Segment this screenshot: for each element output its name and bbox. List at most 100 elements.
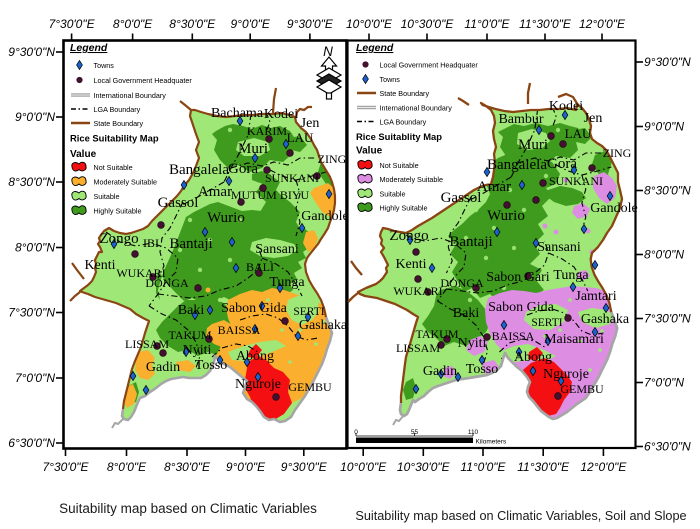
svg-text:Rice Suitablity Map: Rice Suitablity Map	[356, 131, 442, 142]
svg-text:8°0'0"E: 8°0'0"E	[107, 460, 147, 474]
svg-text:Nyiti: Nyiti	[183, 343, 212, 358]
svg-text:Wurio: Wurio	[487, 208, 525, 224]
svg-text:Kilometers: Kilometers	[476, 439, 507, 446]
svg-text:Suitable: Suitable	[94, 192, 120, 201]
svg-text:Kenti: Kenti	[395, 257, 426, 272]
svg-text:Baki: Baki	[178, 303, 205, 318]
svg-text:Jamtari: Jamtari	[575, 289, 616, 304]
svg-text:Gadin: Gadin	[146, 360, 180, 375]
svg-text:12°0'0"E: 12°0'0"E	[580, 460, 627, 474]
svg-text:7°30'0"N: 7°30'0"N	[8, 306, 55, 320]
svg-text:Nguroje: Nguroje	[543, 367, 589, 382]
svg-text:N: N	[323, 44, 333, 59]
svg-text:LAU: LAU	[565, 126, 592, 141]
svg-text:Gadin: Gadin	[423, 364, 457, 379]
svg-text:Gora: Gora	[228, 161, 258, 177]
svg-text:10°30'0"E: 10°30'0"E	[401, 17, 455, 31]
svg-text:State Boundary: State Boundary	[94, 119, 144, 128]
svg-text:Gashaka: Gashaka	[581, 312, 630, 327]
svg-text:DONGA: DONGA	[440, 276, 484, 290]
svg-text:LISSAM: LISSAM	[396, 341, 440, 355]
svg-text:LGA Boundary: LGA Boundary	[380, 118, 427, 127]
svg-text:7°0'0"N: 7°0'0"N	[644, 376, 684, 390]
svg-text:Tosso: Tosso	[466, 362, 498, 377]
svg-text:11°30'0"E: 11°30'0"E	[519, 17, 572, 31]
svg-text:Bantaji: Bantaji	[449, 234, 492, 250]
svg-text:9°0'0"E: 9°0'0"E	[226, 460, 266, 474]
svg-text:Tunga: Tunga	[553, 268, 589, 283]
svg-text:SERTI: SERTI	[293, 306, 324, 318]
svg-text:Bangalela: Bangalela	[487, 157, 547, 173]
svg-text:Towns: Towns	[380, 75, 401, 84]
svg-text:110: 110	[468, 429, 479, 436]
svg-text:9°30'0"N: 9°30'0"N	[644, 55, 691, 69]
svg-text:LISSAM: LISSAM	[125, 337, 169, 351]
svg-text:Nyiti: Nyiti	[458, 336, 487, 351]
svg-text:Legend: Legend	[356, 42, 394, 54]
svg-text:Highly Suitable: Highly Suitable	[380, 204, 428, 213]
svg-text:8°30'0"E: 8°30'0"E	[164, 460, 211, 474]
svg-text:BAISSA: BAISSA	[492, 329, 535, 343]
svg-text:Local Government Headquater: Local Government Headquater	[94, 76, 193, 85]
svg-text:Nguroje: Nguroje	[235, 377, 281, 392]
svg-text:BALI: BALI	[246, 260, 274, 274]
svg-text:Value: Value	[70, 149, 97, 160]
svg-text:11°0'0"E: 11°0'0"E	[460, 460, 506, 474]
svg-text:9°30'0"N: 9°30'0"N	[8, 45, 55, 59]
svg-text:Gassol: Gassol	[158, 195, 199, 211]
svg-text:Maisamari: Maisamari	[544, 332, 604, 347]
svg-text:7°30'0"E: 7°30'0"E	[42, 460, 89, 474]
svg-text:LGA Boundary: LGA Boundary	[94, 105, 141, 114]
svg-text:Gora: Gora	[547, 156, 577, 172]
svg-text:8°30'0"N: 8°30'0"N	[8, 175, 55, 189]
svg-text:GEMBU: GEMBU	[560, 382, 604, 396]
svg-text:12°0'0"E: 12°0'0"E	[579, 17, 626, 31]
svg-text:7°0'0"N: 7°0'0"N	[15, 371, 55, 385]
svg-text:GEMBU: GEMBU	[288, 380, 332, 394]
svg-text:TAKUM: TAKUM	[168, 328, 211, 342]
svg-text:Highly Suitable: Highly Suitable	[94, 207, 142, 216]
svg-text:Moderately Suitable: Moderately Suitable	[94, 178, 158, 187]
svg-text:WUKARI: WUKARI	[116, 266, 165, 280]
svg-text:MUTUM BIYU: MUTUM BIYU	[231, 188, 310, 202]
svg-text:Tosso: Tosso	[195, 358, 227, 373]
svg-text:International Boundary: International Boundary	[380, 104, 453, 113]
svg-text:WUKARI: WUKARI	[393, 284, 442, 298]
svg-text:Gandole: Gandole	[590, 201, 637, 216]
svg-text:KARIM: KARIM	[247, 124, 287, 138]
svg-text:9°0'0"N: 9°0'0"N	[15, 110, 55, 124]
svg-text:7°30'0"N: 7°30'0"N	[644, 312, 691, 326]
svg-text:SERTI: SERTI	[531, 317, 562, 329]
svg-text:ZING: ZING	[603, 146, 632, 160]
svg-text:Amar: Amar	[477, 179, 511, 195]
svg-text:Zongo: Zongo	[389, 228, 428, 244]
svg-text:9°30'0"E: 9°30'0"E	[287, 17, 334, 31]
svg-text:DONGA: DONGA	[145, 276, 189, 290]
svg-text:Baki: Baki	[453, 306, 480, 321]
svg-text:Suitability map based on Clima: Suitability map based on Climatic Variab…	[355, 509, 686, 523]
svg-text:8°0'0"N: 8°0'0"N	[644, 248, 684, 262]
svg-text:Towns: Towns	[94, 61, 115, 70]
svg-text:Sansani: Sansani	[255, 242, 299, 257]
svg-text:Zongo: Zongo	[99, 231, 138, 247]
svg-text:Rice Suitability Map: Rice Suitability Map	[70, 133, 159, 144]
svg-text:Abong: Abong	[514, 350, 552, 365]
svg-text:Legend: Legend	[70, 42, 108, 54]
svg-text:Kodei: Kodei	[549, 99, 583, 114]
svg-text:State Boundary: State Boundary	[380, 89, 430, 98]
svg-text:10°0'0"E: 10°0'0"E	[346, 17, 393, 31]
svg-text:LAU: LAU	[287, 130, 314, 145]
svg-text:9°0'0"E: 9°0'0"E	[231, 17, 271, 31]
svg-text:11°30'0"E: 11°30'0"E	[517, 460, 570, 474]
svg-text:10°30'0"E: 10°30'0"E	[397, 460, 451, 474]
svg-text:IBI: IBI	[143, 236, 159, 250]
svg-text:Muri: Muri	[518, 137, 548, 153]
svg-text:6°30'0"N: 6°30'0"N	[644, 440, 691, 454]
svg-text:Value: Value	[356, 146, 383, 157]
svg-text:Gashaka: Gashaka	[299, 318, 348, 333]
svg-text:Sabon Gida: Sabon Gida	[221, 301, 288, 316]
svg-text:Kodei: Kodei	[264, 107, 298, 122]
svg-text:TAKUM: TAKUM	[415, 327, 458, 341]
svg-text:SUNKANI: SUNKANI	[265, 171, 319, 185]
svg-text:BAISSA: BAISSA	[218, 323, 261, 337]
